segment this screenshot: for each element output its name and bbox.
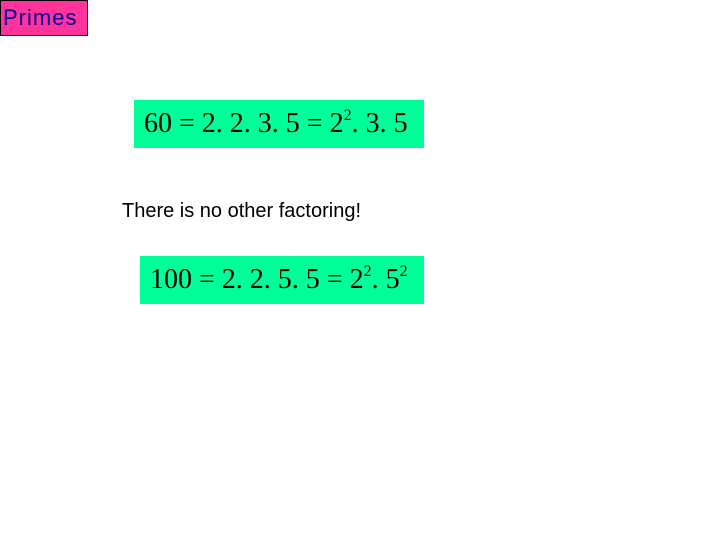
equals-sign: = bbox=[327, 264, 350, 295]
eq1-expanded: 2. 2. 3. 5 bbox=[202, 108, 300, 139]
equals-sign: = bbox=[179, 108, 202, 139]
eq1-power-base: 2 bbox=[330, 108, 344, 139]
eq2-p1-exp: 2 bbox=[364, 263, 372, 280]
eq1-power-exp: 2 bbox=[344, 107, 352, 124]
eq1-lhs: 60 bbox=[144, 108, 172, 139]
equals-sign: = bbox=[199, 264, 222, 295]
eq1-tail: . 3. 5 bbox=[352, 108, 408, 139]
caption-text: There is no other factoring! bbox=[122, 200, 361, 223]
equation-60: 60 = 2. 2. 3. 5 = 22. 3. 5 bbox=[134, 100, 424, 148]
eq2-expanded: 2. 2. 5. 5 bbox=[222, 264, 320, 295]
eq2-p1-base: 2 bbox=[350, 264, 364, 295]
eq2-p2-exp: 2 bbox=[400, 263, 408, 280]
title-badge: Primes bbox=[0, 0, 88, 36]
equals-sign: = bbox=[307, 108, 330, 139]
eq2-lhs: 100 bbox=[150, 264, 192, 295]
eq2-p2-base: 5 bbox=[386, 264, 400, 295]
dot-sep: . bbox=[372, 264, 386, 295]
equation-100: 100 = 2. 2. 5. 5 = 22. 52 bbox=[140, 256, 424, 304]
